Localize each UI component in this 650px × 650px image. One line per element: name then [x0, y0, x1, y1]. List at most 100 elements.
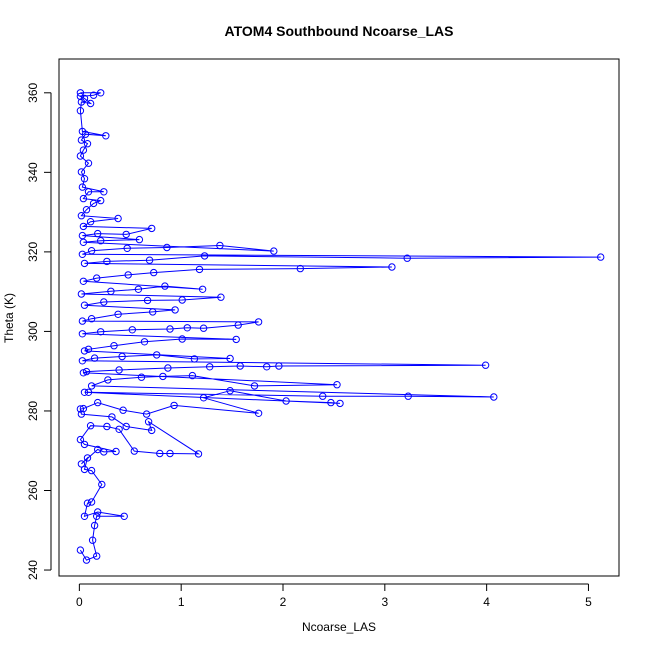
data-point [79, 277, 88, 285]
data-point [84, 388, 93, 396]
data-point [86, 99, 95, 108]
data-point [97, 89, 105, 97]
data-point [100, 188, 108, 196]
data-point [93, 552, 101, 560]
data-point [87, 498, 96, 506]
data-point [93, 512, 101, 520]
data-point [79, 404, 88, 413]
data-point [89, 91, 98, 99]
data-point [107, 287, 115, 295]
x-tick-label: 3 [381, 595, 388, 609]
data-point [79, 146, 88, 154]
data-point [80, 465, 89, 474]
y-tick-label: 260 [26, 480, 40, 500]
data-point [198, 285, 207, 293]
data-point [254, 409, 263, 417]
data-point [83, 499, 92, 507]
data-point [87, 315, 96, 323]
y-tick-label: 240 [26, 560, 40, 580]
data-point [199, 394, 208, 402]
data-point [90, 354, 99, 362]
x-axis: 0 1 2 3 4 5 [76, 583, 592, 609]
data-point [159, 372, 167, 381]
data-point [80, 440, 89, 449]
data-point [86, 422, 95, 430]
data-point [270, 247, 278, 255]
data-point [78, 250, 87, 259]
data-point [216, 241, 224, 250]
data-point [148, 224, 156, 233]
y-tick-label: 280 [26, 401, 40, 421]
data-point [82, 556, 91, 564]
data-point [156, 449, 164, 458]
data-point [77, 136, 86, 144]
data-point [118, 352, 126, 361]
data-point [80, 259, 89, 268]
data-point [87, 247, 96, 255]
data-point [93, 274, 101, 282]
data-point [82, 206, 91, 214]
data-point [120, 512, 128, 520]
data-point [170, 401, 178, 410]
data-point [403, 254, 411, 262]
data-point [140, 338, 149, 346]
data-point [166, 325, 174, 333]
x-tick-label: 0 [76, 595, 83, 609]
data-point [195, 265, 204, 274]
y-tick-label: 300 [26, 321, 40, 341]
data-point [78, 231, 87, 240]
data-point [78, 183, 87, 191]
data-point [94, 398, 102, 407]
series-line [78, 92, 601, 561]
data-point [163, 243, 171, 252]
y-tick-label: 360 [26, 82, 40, 102]
y-axis-label: Theta (K) [2, 293, 16, 343]
y-tick-label: 340 [26, 162, 40, 182]
plot-area [58, 58, 620, 577]
data-point [137, 373, 146, 381]
data-point [76, 435, 85, 444]
data-point [84, 345, 93, 353]
x-tick-label: 2 [280, 595, 287, 609]
data-point [78, 127, 87, 136]
data-point [164, 364, 172, 372]
data-point [114, 310, 122, 318]
data-point [144, 418, 153, 426]
data-point [148, 426, 156, 435]
data-point [108, 413, 116, 421]
data-point [171, 306, 179, 314]
data-point [183, 324, 192, 332]
data-point [319, 392, 327, 400]
data-point [296, 264, 304, 273]
data-point [124, 271, 132, 279]
data-point [79, 194, 88, 203]
data-point [188, 371, 197, 380]
data-point [481, 361, 490, 369]
x-tick-label: 1 [178, 595, 185, 609]
data-point [84, 188, 93, 196]
data-point [150, 268, 158, 277]
data-point [200, 252, 209, 260]
data-point [89, 199, 98, 208]
data-point [78, 357, 87, 365]
data-point [404, 392, 412, 400]
data-point [76, 152, 85, 160]
data-point [83, 140, 92, 148]
data-point [135, 235, 144, 244]
data-point [254, 318, 263, 326]
data-point [87, 466, 96, 475]
data-point [77, 290, 86, 298]
data-point [236, 362, 244, 370]
data-point [333, 381, 341, 389]
data-point [80, 175, 89, 183]
data-point [194, 450, 203, 458]
data-point [115, 425, 123, 433]
data-point [103, 257, 111, 266]
data-point [104, 376, 112, 384]
data-point [76, 92, 85, 101]
data-point [77, 168, 86, 176]
data-point [94, 445, 102, 454]
chart-title: ATOM4 Southbound Ncoarse_LAS [225, 23, 454, 39]
x-tick-label: 5 [585, 595, 592, 609]
data-point [114, 214, 122, 223]
